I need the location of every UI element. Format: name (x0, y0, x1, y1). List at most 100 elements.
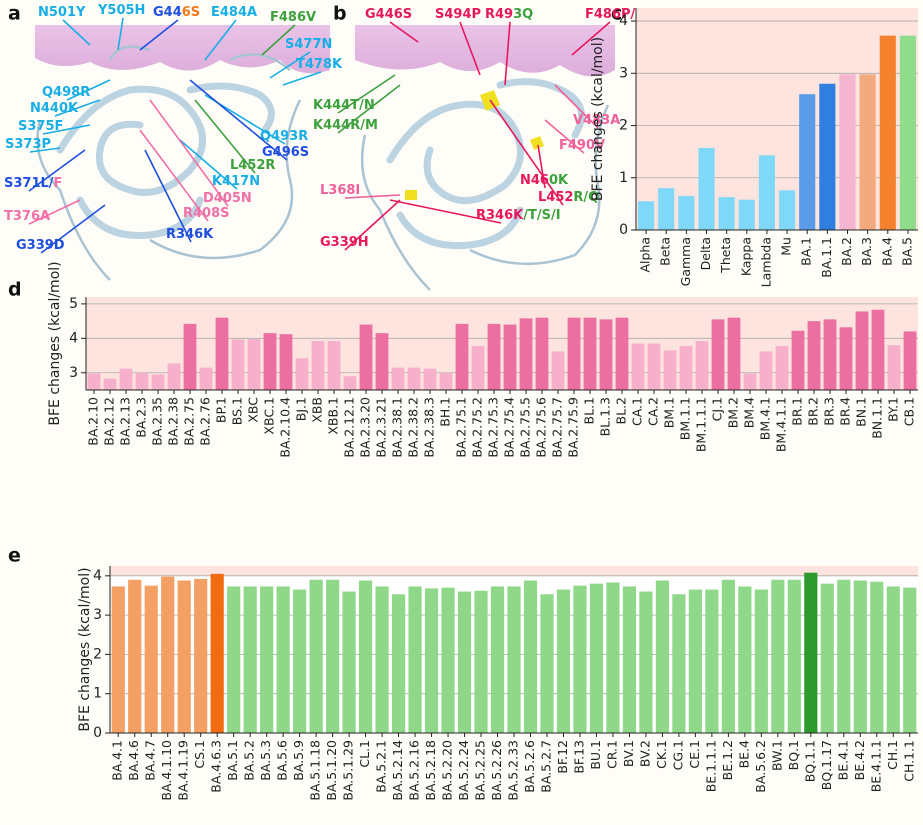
x-tick-label: BH.1 (438, 397, 453, 427)
y-tick-label: 0 (93, 725, 102, 741)
label-part: 6S (182, 5, 200, 20)
bar (441, 587, 455, 733)
x-tick-label: BY.1 (886, 397, 901, 422)
x-tick-label: BA.2.75.5 (518, 397, 533, 458)
x-tick-label: BA.2.38 (166, 397, 181, 446)
x-tick-label: XBB (310, 397, 325, 423)
pointer-arrow (149, 99, 229, 207)
x-tick-label: BA.2.3.20 (358, 397, 373, 458)
x-tick-label: BF.13 (571, 740, 586, 774)
bar (638, 201, 655, 230)
label-part: R408S (183, 206, 230, 221)
y-tick-label: 1 (619, 170, 628, 186)
x-tick-label: CH.1 (885, 740, 900, 770)
bar (359, 324, 373, 390)
bar (823, 319, 837, 390)
x-tick-label: BA.2.3 (134, 397, 149, 438)
bar (210, 573, 224, 733)
y-tick-label: 3 (69, 365, 78, 381)
label-part: N501Y (38, 5, 86, 20)
mutation-label: T478K (296, 57, 343, 72)
label-part: F486P/S/ (585, 7, 650, 22)
x-tick-label: BQ.1 (786, 740, 801, 770)
bar (215, 317, 229, 390)
bar (622, 586, 637, 733)
x-tick-label: BA.4.1 (110, 740, 125, 781)
x-tick-label: BR.4 (838, 397, 853, 426)
bar (439, 372, 453, 390)
pointer-arrow (40, 204, 106, 254)
x-tick-label: BA.4.1.19 (176, 740, 191, 801)
label-part: D405N (203, 191, 252, 206)
bar (837, 579, 851, 733)
x-tick-label: Alpha (638, 237, 653, 273)
mutation-label: G446S (365, 7, 412, 22)
pointer-arrow (144, 149, 192, 243)
pointer-arrow (554, 84, 599, 129)
bar (855, 311, 869, 390)
bar (738, 586, 752, 733)
bar (775, 345, 789, 390)
x-tick-label: BA.5.2.26 (489, 740, 504, 801)
label-part: L368I (320, 183, 360, 198)
pointer-arrow (28, 149, 86, 192)
bar (658, 188, 675, 230)
pointer-arrow (344, 199, 401, 251)
mutation-label: N501Y (38, 5, 86, 20)
label-part: S375F (18, 119, 63, 134)
bar (779, 190, 796, 230)
x-tick-label: CE.1 (687, 740, 702, 769)
mutation-label: G446S (153, 5, 200, 20)
bar (103, 378, 117, 390)
mutation-label: L368I (320, 183, 360, 198)
pointer-arrow (66, 79, 111, 101)
x-tick-label: BA.5.1.18 (308, 740, 323, 801)
x-tick-label: BA.5.2.16 (407, 740, 422, 801)
y-tick-label: 4 (69, 330, 78, 346)
bar (727, 317, 741, 390)
x-tick-label: BA.5.1 (225, 740, 240, 781)
label-part: F (54, 176, 63, 191)
pointer-arrow (282, 71, 322, 86)
mutation-label: Q498R (42, 85, 90, 100)
x-tick-label: BM.4.1.1 (774, 397, 789, 452)
x-tick-label: BA.2.38.1 (390, 397, 405, 458)
bar (589, 583, 604, 733)
x-tick-label: BV.2 (637, 740, 652, 767)
label-part: G339H (320, 235, 369, 250)
bar (128, 579, 142, 733)
bar (507, 586, 521, 733)
bar (243, 586, 257, 733)
x-tick-label: BA.5.2.25 (473, 740, 488, 801)
y-axis-label: BFE changes (kcal/mol) (590, 37, 606, 201)
bar (754, 589, 768, 733)
bar (358, 580, 373, 733)
x-tick-label: CL.1 (357, 740, 372, 768)
label-part: K417N (212, 174, 260, 189)
bar (711, 319, 725, 390)
x-tick-label: BE.4.2 (852, 740, 867, 780)
x-tick-label: BM.4.1 (758, 397, 773, 440)
mutation-label: R346K (166, 227, 214, 242)
x-tick-label: CH.1.1 (901, 740, 916, 782)
pointer-arrow (537, 144, 546, 189)
label-part: T376A (4, 209, 50, 224)
x-tick-label: BR.1 (790, 397, 805, 426)
x-tick-label: CK.1 (654, 740, 669, 769)
x-tick-label: Mu (779, 237, 794, 256)
label-part: K444R/M (313, 118, 378, 133)
bar (523, 580, 538, 733)
bar (903, 587, 917, 733)
x-tick-label: BU.1 (588, 740, 603, 770)
x-tick-label: BA.5.2.20 (440, 740, 455, 801)
x-tick-label: BA.5.2 (242, 740, 257, 781)
x-tick-label: BL.1.3 (598, 397, 613, 436)
bar (771, 579, 785, 733)
label-part: R346K (476, 208, 524, 223)
bar (879, 35, 896, 230)
x-tick-label: BA.5.2.18 (423, 740, 438, 801)
bar (167, 363, 181, 390)
bar (424, 588, 439, 733)
x-tick-label: BA.5.9 (291, 740, 306, 781)
pointer-arrow (489, 99, 564, 206)
